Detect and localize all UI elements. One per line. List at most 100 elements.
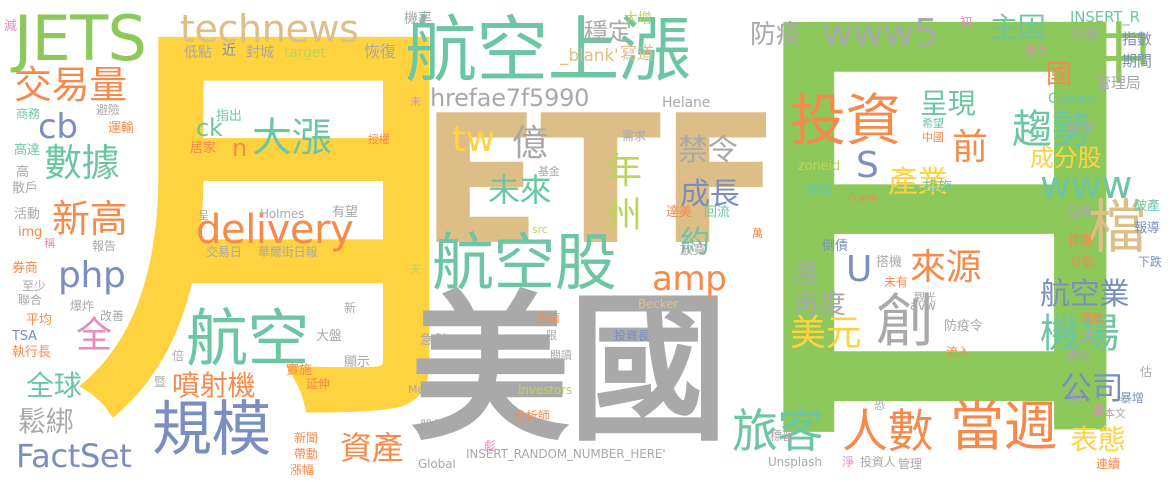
word-shishi: 實施 [286, 363, 312, 378]
word-youyu: 優於 [1068, 121, 1096, 137]
word-chengfengu: 成分股 [1030, 144, 1102, 172]
word-href-ae7f5990: hrefae7f5990 [430, 84, 590, 112]
word-delivery: delivery [196, 207, 354, 253]
word-weiyou: 未有 [884, 275, 908, 289]
word-feiling: 飛令 [1026, 45, 1048, 58]
word-a: a [1092, 396, 1105, 420]
word-zhishao: 至少 [22, 279, 46, 293]
word-xinwen: 新聞 [294, 431, 318, 445]
word-touziren: 投資人 [860, 455, 896, 469]
word-jinling: 禁令 [678, 133, 738, 168]
word-gu: 估 [1140, 365, 1152, 379]
word-gaoda: 高達 [14, 143, 40, 158]
word-factset: FactSet [16, 437, 132, 475]
word-wan: 萬 [752, 227, 763, 240]
word-huodong: 活動 [14, 207, 40, 222]
word-global: Global [418, 457, 456, 471]
word-xuqiu: 需求 [622, 129, 646, 143]
word-chengzhang: 成長 [680, 177, 740, 212]
word-shouyuan: 首園 [1068, 233, 1092, 247]
word-qushi: 趨勢 [1012, 107, 1092, 153]
word-yanshen: 延伸 [306, 377, 330, 391]
word-huifu: 恢復 [364, 42, 396, 61]
word-kaifang: 開放 [1080, 311, 1104, 325]
word-nian: 年 [606, 151, 642, 192]
word-xian: 限 [546, 329, 557, 342]
word-penshe: 噴射機 [172, 369, 256, 402]
word-youwang: 有望 [332, 205, 358, 220]
word-target: target [284, 45, 326, 61]
word-zhangfu: 漲幅 [290, 463, 314, 477]
word-biaotai: 表態 [1070, 423, 1126, 456]
word-avw: avw [910, 299, 936, 314]
word-yanchang: 延長 [1068, 205, 1092, 219]
word-holmes: Holmes [260, 207, 305, 221]
word-ji: 暨 [154, 375, 166, 389]
word-wei: 未 [410, 95, 421, 108]
word-shangwu: 商務 [16, 107, 40, 121]
word-unsplash: Unsplash [768, 455, 822, 469]
word-hangkong: 航空 [186, 302, 309, 375]
word-ck: ck [196, 114, 223, 142]
word-fengcheng: 封城 [246, 45, 274, 61]
word-daji: 搭機 [876, 255, 902, 270]
word-daozhai: 倒債 [822, 239, 848, 254]
word-huaerjie: 華爾街日報 [258, 245, 318, 259]
word-ri: 日 [708, 0, 1175, 482]
word-fangyiling: 防疫令 [944, 319, 983, 334]
word-jian: 減 [4, 19, 17, 34]
word-yuedu: 閱讀 [550, 349, 572, 362]
word-hangkong-shangzhang: 航空上漲 [405, 8, 691, 92]
word-zhang: 漲 [792, 260, 818, 290]
word-biaopu: 標普 [770, 429, 794, 443]
word-songbang: 鬆綁 [18, 405, 74, 438]
word-mei: 美 [1082, 329, 1094, 343]
word-www5: www5 [822, 11, 938, 55]
word-xiedao: 寫道 [620, 44, 654, 64]
word-jin: 近 [222, 43, 236, 59]
word-xianshi: 顯示 [344, 355, 370, 370]
word-jets: JETS [14, 2, 147, 75]
word-gaishan: 改善 [100, 309, 124, 323]
word-lianxu: 連續 [1096, 457, 1120, 471]
word-jiaoyiri: 交易日 [206, 245, 242, 259]
word-pochan: 破產 [1134, 199, 1160, 214]
word-gao: 高 [16, 165, 29, 180]
word-gongsi: 公司 [1060, 369, 1124, 407]
word-jiaoyiliang: 交易量 [14, 63, 127, 107]
word-src: src [532, 223, 548, 236]
word-fenxishi: 分析師 [514, 409, 550, 423]
word-baozha: 爆炸 [70, 299, 94, 313]
word-chuang: 創 [876, 287, 934, 355]
word-tw: tw [452, 119, 495, 160]
word-liuru: 流入 [946, 345, 970, 359]
word-dang: 檔 [1088, 193, 1146, 261]
word-baozeng: 暴增 [1120, 391, 1144, 405]
word-zhou: 州 [606, 195, 642, 236]
word-helane: Helane [662, 95, 711, 111]
word-zhuanzai: 轉載 [1066, 349, 1090, 363]
word-chen: 稱 [44, 237, 55, 250]
word-becker: Becker [638, 297, 679, 311]
word-dangzhou: 當週 [950, 395, 1057, 458]
word-guo: 國 [1046, 60, 1072, 90]
word-cheng: 呈 [198, 209, 209, 222]
word-zhongguo: 中國 [922, 131, 944, 144]
word-tian: 天 [410, 263, 421, 276]
word-tsa: TSA [12, 329, 37, 344]
word-dapan: 大盤 [316, 329, 342, 344]
word-insert-random: INSERT_RANDOM_NUMBER_HERE' [466, 447, 666, 461]
word-baodao: 報導 [1134, 221, 1160, 236]
word-cuoshi: 措施 [924, 179, 952, 195]
word-jichang: 機場 [1040, 311, 1120, 357]
word-technews: technews [180, 7, 359, 51]
word-zhichu: 指出 [216, 109, 242, 124]
word-quan: 全 [76, 315, 112, 356]
word-zhixingzhang: 執行長 [12, 345, 51, 360]
word-hangkonggu: 航空股 [432, 226, 617, 299]
word-guimo: 規模 [152, 395, 271, 465]
word-dazeng: 大增 [624, 11, 652, 27]
word-renshu: 人數 [842, 404, 934, 458]
word-xiwang: 希望 [922, 117, 944, 130]
